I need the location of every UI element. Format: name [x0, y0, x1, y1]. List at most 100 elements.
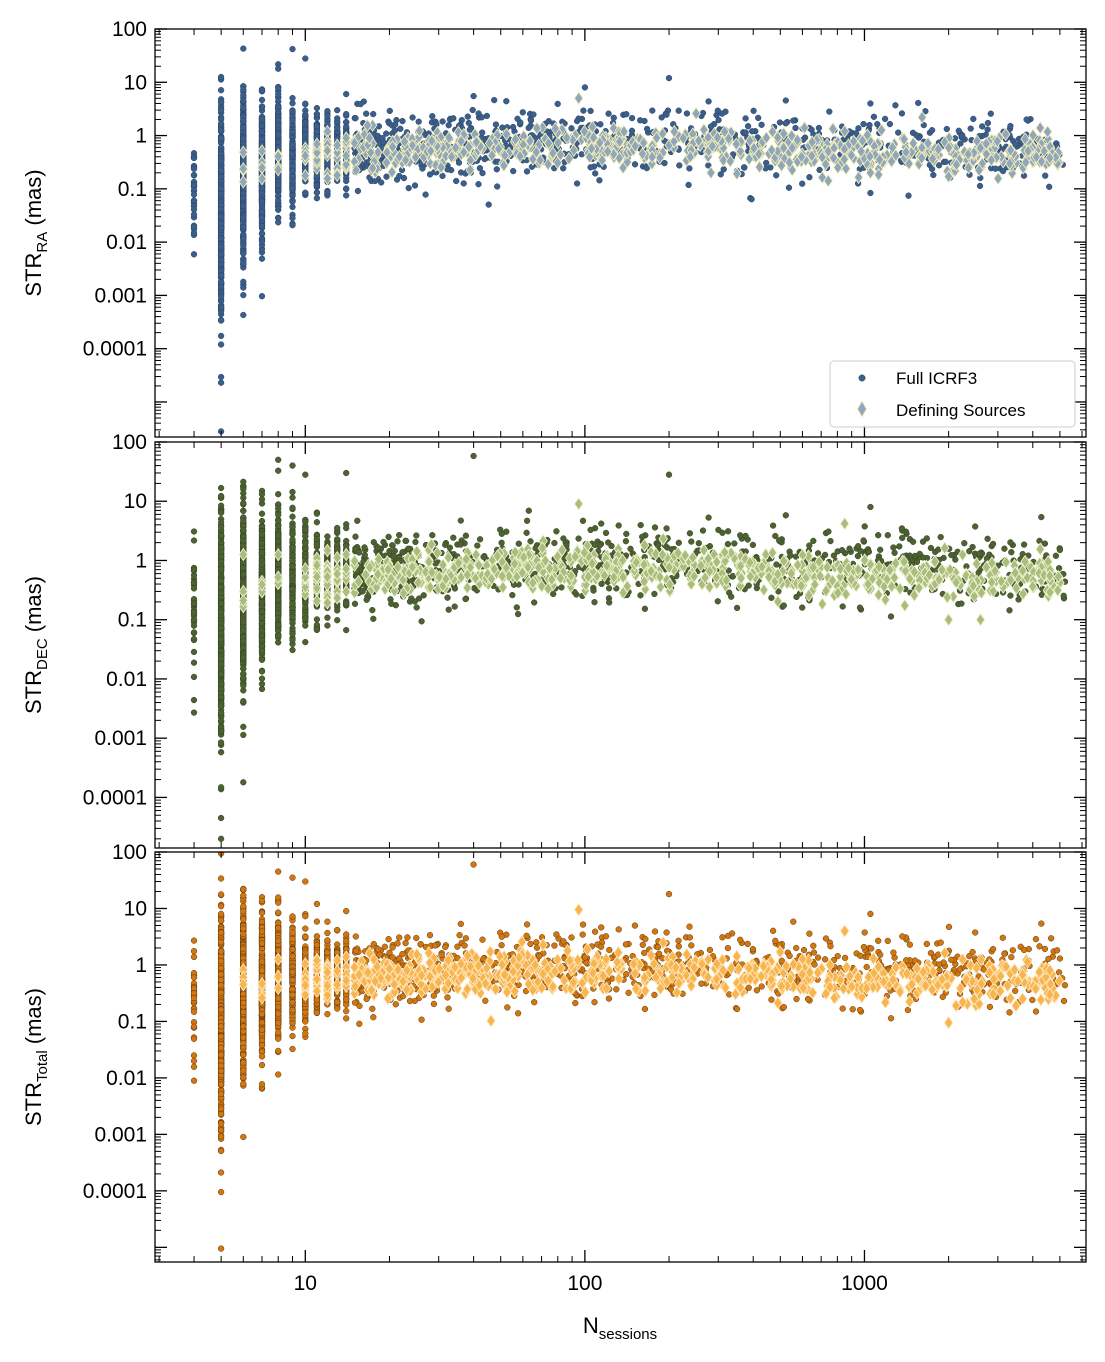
defining-source-point	[501, 127, 512, 141]
defining-source-point	[874, 152, 885, 167]
full-icrf3-point	[217, 702, 225, 709]
full-icrf3-point	[217, 749, 225, 756]
full-icrf3-point	[905, 192, 912, 199]
full-icrf3-point	[217, 120, 225, 127]
full-icrf3-point	[874, 121, 881, 128]
defining-source-point	[736, 134, 746, 149]
full-icrf3-point	[258, 531, 266, 538]
full-icrf3-point	[258, 103, 266, 110]
full-icrf3-point	[405, 184, 412, 192]
full-icrf3-point	[554, 100, 561, 108]
full-icrf3-point	[742, 115, 749, 122]
defining-source-point	[731, 137, 742, 151]
full-icrf3-point	[661, 159, 668, 167]
full-icrf3-point	[275, 117, 282, 124]
defining-source-point	[493, 142, 504, 156]
full-icrf3-point	[785, 184, 793, 191]
full-icrf3-point	[217, 332, 225, 340]
full-icrf3-point	[275, 138, 282, 146]
full-icrf3-point	[409, 114, 416, 121]
defining-source-point	[602, 144, 613, 159]
full-icrf3-point	[334, 107, 341, 114]
full-icrf3-point	[881, 115, 889, 123]
defining-source-point	[543, 157, 553, 171]
full-icrf3-point	[560, 165, 567, 172]
full-icrf3-point	[190, 659, 198, 666]
full-icrf3-point	[928, 165, 936, 173]
defining-source-point	[543, 136, 554, 151]
defining-source-point	[238, 175, 249, 189]
full-icrf3-point	[275, 491, 282, 498]
full-icrf3-point	[392, 121, 399, 128]
full-icrf3-point	[1020, 172, 1028, 179]
defining-source-point	[588, 130, 599, 145]
full-icrf3-point	[217, 235, 225, 242]
full-icrf3-point	[275, 131, 282, 138]
defining-source-point	[899, 132, 909, 146]
defining-source-point	[647, 150, 657, 164]
full-icrf3-point	[240, 723, 247, 730]
full-icrf3-point	[190, 609, 198, 616]
defining-source-point	[273, 162, 283, 177]
defining-source-point	[400, 153, 411, 167]
full-icrf3-point	[895, 129, 902, 136]
full-icrf3-point	[343, 123, 350, 130]
defining-source-point	[399, 134, 410, 149]
defining-source-point	[706, 166, 716, 180]
full-icrf3-point	[527, 117, 535, 124]
full-icrf3-point	[190, 600, 198, 607]
full-icrf3-point	[190, 528, 198, 535]
full-icrf3-point	[386, 107, 393, 115]
full-icrf3-point	[258, 238, 266, 245]
full-icrf3-point	[275, 517, 282, 524]
full-icrf3-point	[275, 596, 282, 604]
full-icrf3-point	[313, 110, 321, 118]
full-icrf3-point	[217, 671, 225, 678]
full-icrf3-point	[289, 173, 296, 180]
full-icrf3-point	[258, 668, 266, 675]
full-icrf3-point	[289, 600, 296, 607]
defining-source-point	[444, 130, 454, 145]
full-icrf3-point	[217, 636, 225, 643]
full-icrf3-point	[686, 165, 693, 172]
full-icrf3-point	[466, 126, 473, 133]
full-icrf3-point	[578, 151, 585, 158]
full-icrf3-point	[343, 90, 350, 98]
defining-source-point	[993, 171, 1003, 186]
full-icrf3-point	[302, 638, 309, 646]
defining-source-point	[1035, 121, 1045, 135]
defining-source-point	[916, 151, 927, 165]
full-icrf3-point	[453, 177, 460, 185]
full-icrf3-point	[955, 127, 962, 134]
defining-source-point	[792, 133, 803, 147]
full-icrf3-point	[190, 211, 198, 218]
full-icrf3-point	[190, 229, 198, 236]
full-icrf3-point	[289, 100, 296, 107]
full-icrf3-point	[240, 92, 247, 99]
full-icrf3-point	[942, 158, 949, 165]
full-icrf3-point	[275, 538, 282, 545]
full-icrf3-point	[217, 509, 225, 516]
full-icrf3-point	[258, 222, 266, 230]
defining-source-point	[927, 151, 938, 166]
full-icrf3-point	[302, 119, 309, 126]
full-icrf3-point	[637, 117, 644, 124]
full-icrf3-point	[302, 130, 309, 138]
full-icrf3-point	[717, 171, 724, 178]
full-icrf3-point	[217, 523, 225, 531]
full-icrf3-point	[190, 191, 198, 198]
full-icrf3-point	[217, 127, 225, 134]
full-icrf3-point	[870, 113, 878, 120]
defining-source-point	[904, 156, 914, 171]
defining-source-point	[873, 168, 884, 182]
full-icrf3-point	[217, 660, 225, 667]
full-icrf3-point	[217, 341, 225, 348]
full-icrf3-point	[383, 173, 390, 180]
full-icrf3-point	[476, 165, 484, 172]
defining-source-point	[699, 123, 709, 137]
full-icrf3-point	[258, 561, 266, 568]
full-icrf3-point	[580, 107, 587, 114]
full-icrf3-point	[217, 484, 225, 492]
defining-source-point	[856, 144, 866, 159]
full-icrf3-point	[258, 627, 266, 635]
